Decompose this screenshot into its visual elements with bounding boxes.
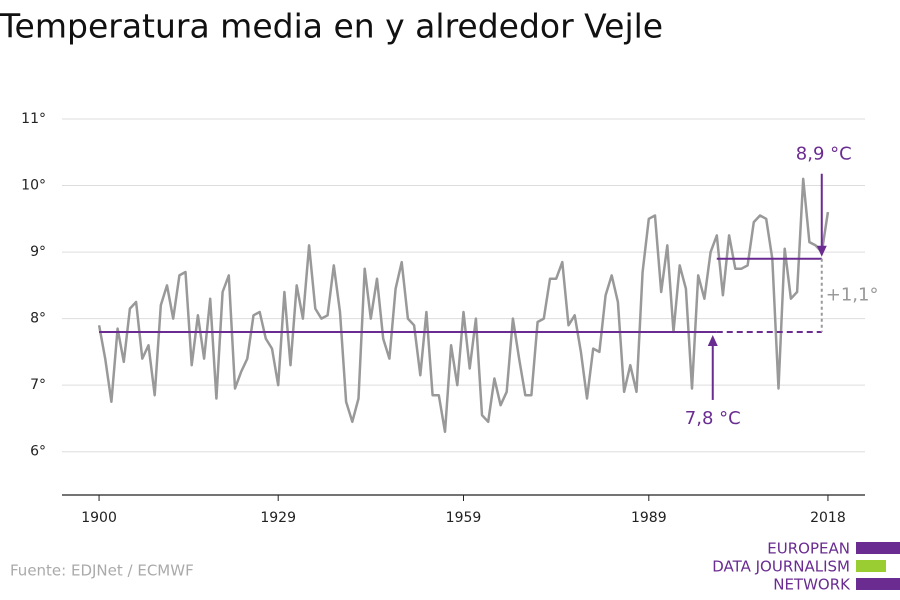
- logo-bar: [856, 560, 886, 572]
- y-tick-label: 7°: [30, 377, 46, 393]
- logo: EUROPEAN DATA JOURNALISM NETWORK: [712, 540, 900, 594]
- chart-title: Temperatura media en y alrededor Vejle: [0, 7, 663, 46]
- reference-label: 8,9 °C: [796, 144, 852, 165]
- logo-text: DATA JOURNALISM: [712, 558, 850, 576]
- y-tick-label: 9°: [30, 244, 46, 260]
- x-tick-label: 1929: [260, 510, 296, 526]
- logo-bar: [856, 578, 900, 590]
- x-tick-label: 1989: [631, 510, 667, 526]
- y-tick-label: 11°: [21, 111, 46, 127]
- reference-label: 7,8 °C: [685, 408, 741, 429]
- temperature-line: [97, 177, 830, 434]
- logo-text: EUROPEAN: [767, 540, 850, 558]
- x-tick-label: 2018: [810, 510, 846, 526]
- y-tick-label: 10°: [21, 178, 46, 194]
- x-tick-label: 1959: [446, 510, 482, 526]
- difference-label: +1,1°: [826, 284, 879, 305]
- logo-text: NETWORK: [773, 576, 851, 594]
- arrow-head: [816, 245, 827, 257]
- arrow-head: [707, 334, 718, 346]
- y-tick-label: 8°: [30, 311, 46, 327]
- y-tick-label: 6°: [30, 444, 46, 460]
- x-tick-label: 1900: [81, 510, 117, 526]
- logo-bar: [856, 542, 900, 554]
- source: Fuente: EDJNet / ECMWF: [10, 562, 194, 580]
